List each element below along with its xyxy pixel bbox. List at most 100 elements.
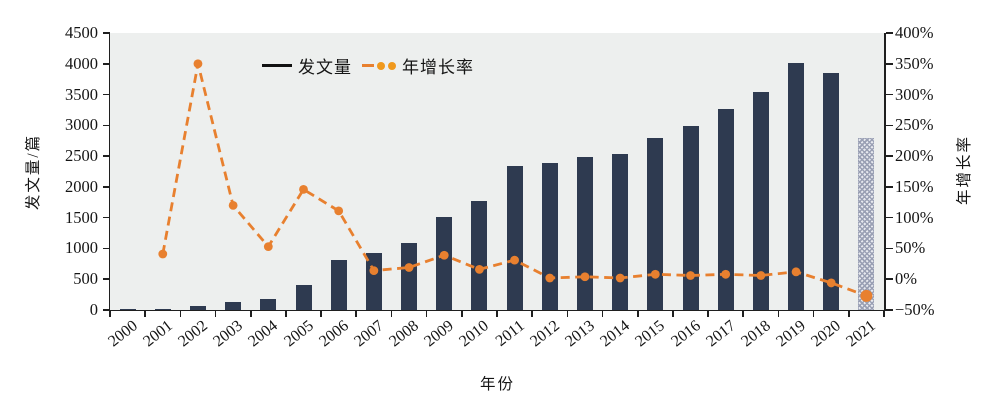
growth-rate-marker xyxy=(756,271,766,280)
bar-2018 xyxy=(752,92,769,310)
right-axis-tick xyxy=(885,278,893,281)
bar-2021 xyxy=(858,138,875,310)
x-tick-label-2009: 2009 xyxy=(421,317,458,351)
bar-2013 xyxy=(576,157,593,310)
legend-label-growth-rate: 年增长率 xyxy=(402,58,474,77)
right-axis-tick-label: 350% xyxy=(895,53,934,73)
x-axis-tick xyxy=(461,311,463,317)
growth-rate-marker xyxy=(369,266,379,276)
bar-2002 xyxy=(189,306,206,310)
x-axis-tick xyxy=(883,311,885,317)
x-axis-tick xyxy=(812,311,815,317)
bar-2020 xyxy=(823,73,840,310)
x-tick-label-2017: 2017 xyxy=(702,317,739,351)
right-axis-tick xyxy=(885,93,893,96)
growth-rate-marker xyxy=(545,273,555,283)
left-axis-tick xyxy=(103,278,110,281)
bar-2016 xyxy=(682,126,699,310)
left-axis-tick-label: 500 xyxy=(73,269,98,289)
left-axis-tick xyxy=(103,186,110,188)
legend-item-growth-rate: 年增长率 xyxy=(362,53,474,78)
x-axis-tick xyxy=(179,311,182,317)
bar-2003 xyxy=(225,302,242,310)
right-axis-tick xyxy=(885,155,893,157)
x-tick-label-2008: 2008 xyxy=(386,317,422,351)
growth-rate-marker xyxy=(193,59,203,69)
x-tick-label-2000: 2000 xyxy=(104,317,141,351)
growth-rate-marker xyxy=(404,263,414,272)
growth-rate-line xyxy=(158,59,873,302)
left-axis-tick-label: 1000 xyxy=(65,238,98,258)
bar-2004 xyxy=(260,298,277,310)
x-tick-label-2021: 2021 xyxy=(843,317,880,351)
x-axis-tick xyxy=(566,311,569,317)
left-axis-tick xyxy=(103,124,110,127)
right-axis-tick-label: −50% xyxy=(895,300,935,319)
x-axis-tick xyxy=(109,311,111,317)
bar-2019 xyxy=(788,63,805,310)
x-axis-tick xyxy=(425,311,428,317)
right-axis-tick-label: 300% xyxy=(895,84,934,104)
x-axis-tick xyxy=(672,311,674,317)
bar-2012 xyxy=(541,163,558,310)
growth-rate-marker xyxy=(826,278,836,288)
bar-2008 xyxy=(401,242,418,310)
left-axis-spine xyxy=(108,33,111,311)
x-axis-tick xyxy=(531,311,533,317)
growth-rate-marker xyxy=(510,255,519,265)
x-tick-label-2001: 2001 xyxy=(139,317,176,351)
bar-2009 xyxy=(436,216,453,310)
x-axis-tick xyxy=(390,311,393,317)
right-axis-tick xyxy=(885,309,893,311)
right-axis-tick-label: 0% xyxy=(895,269,917,289)
x-axis-tick xyxy=(214,311,217,317)
growth-rate-marker xyxy=(299,184,308,194)
x-axis-tick xyxy=(320,311,322,317)
x-tick-label-2002: 2002 xyxy=(175,317,211,351)
growth-rate-marker xyxy=(228,200,238,210)
bar-2011 xyxy=(506,166,523,310)
left-axis-tick xyxy=(103,247,110,250)
dot-swatch-icon xyxy=(388,61,396,70)
left-axis-tick xyxy=(103,62,110,65)
x-axis-tick xyxy=(249,311,252,317)
bar-2000 xyxy=(119,309,136,310)
x-axis-tick xyxy=(496,311,498,317)
x-tick-label-2016: 2016 xyxy=(667,317,704,351)
bar-2006 xyxy=(330,259,347,310)
growth-rate-marker xyxy=(158,249,168,259)
x-tick-label-2010: 2010 xyxy=(456,317,493,351)
right-axis-tick xyxy=(885,62,893,65)
left-axis-tick-label: 2000 xyxy=(65,176,98,196)
growth-rate-marker xyxy=(650,269,660,279)
growth-rate-marker xyxy=(439,250,449,260)
bar-2015 xyxy=(647,138,664,310)
x-axis-tick xyxy=(777,311,780,317)
left-axis-tick-label: 3500 xyxy=(65,84,98,104)
x-tick-label-2014: 2014 xyxy=(597,317,634,351)
x-tick-label-2013: 2013 xyxy=(562,317,598,351)
left-axis-tick-label: 4000 xyxy=(65,53,98,73)
left-axis-tick xyxy=(103,309,110,311)
right-axis-spine xyxy=(884,33,886,311)
left-axis-tick-label: 2500 xyxy=(65,146,98,166)
growth-rate-marker xyxy=(860,289,873,302)
right-axis-tick xyxy=(885,186,893,188)
left-axis-tick xyxy=(103,93,110,96)
bar-2001 xyxy=(154,309,171,310)
right-axis-tick-label: 200% xyxy=(895,146,934,166)
x-axis-spine xyxy=(104,309,887,312)
x-tick-label-2003: 2003 xyxy=(210,317,247,351)
right-axis-tick xyxy=(885,216,893,219)
growth-rate-marker xyxy=(475,264,484,274)
x-axis-tick xyxy=(707,311,709,317)
right-axis-tick xyxy=(885,247,893,250)
right-axis-tick-label: 50% xyxy=(895,238,926,258)
x-axis-tick xyxy=(742,311,745,317)
left-axis-tick xyxy=(103,32,110,34)
x-tick-label-2011: 2011 xyxy=(492,317,528,350)
dash-swatch-icon xyxy=(362,64,374,67)
orange-dash-dots-swatch-icon xyxy=(362,61,396,70)
bar-2005 xyxy=(295,284,312,310)
x-tick-label-2019: 2019 xyxy=(773,317,809,351)
